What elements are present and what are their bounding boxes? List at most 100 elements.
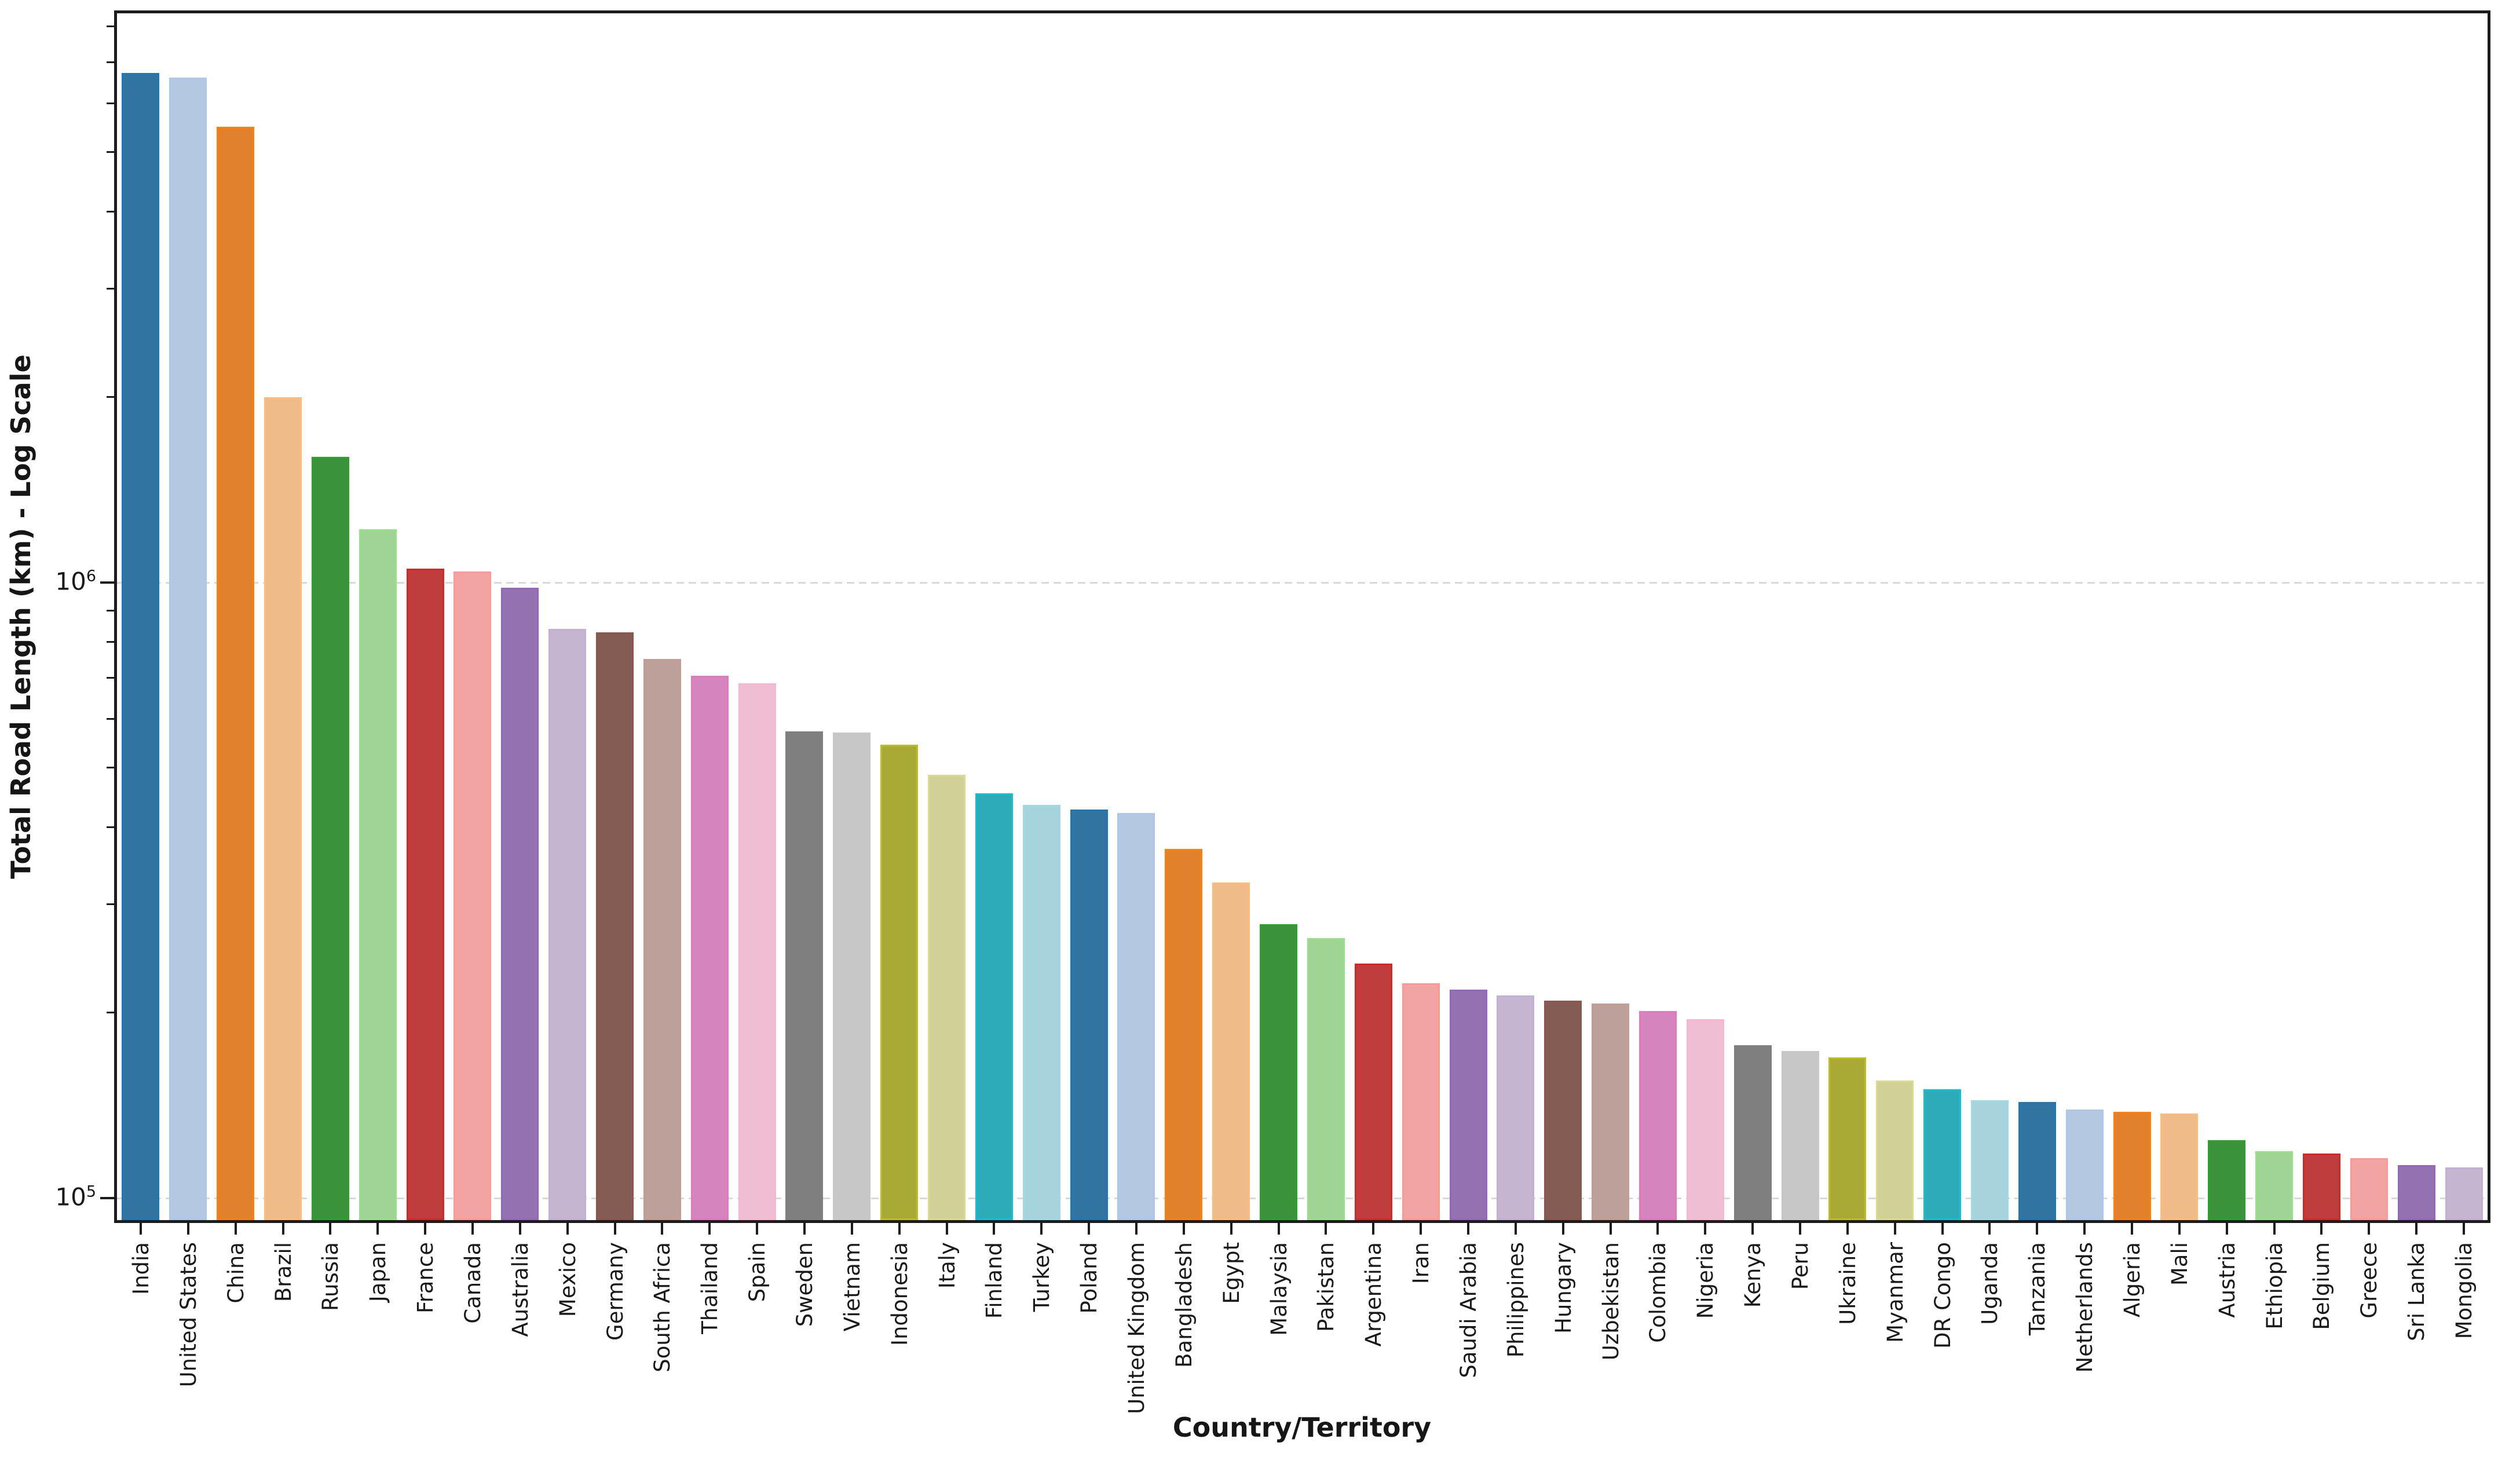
x-tick-label-argentina: Argentina <box>1361 1242 1386 1347</box>
x-tick <box>1799 1223 1801 1235</box>
y-minor-tick-8000000 <box>107 25 114 28</box>
bar-iran <box>1402 983 1440 1220</box>
bar-argentina <box>1355 964 1392 1220</box>
bar-russia <box>312 457 349 1220</box>
bar-indonesia <box>880 745 918 1220</box>
x-tick <box>1894 1223 1896 1235</box>
x-tick <box>1941 1223 1944 1235</box>
x-tick-label-kenya: Kenya <box>1740 1242 1765 1308</box>
x-tick-label-netherlands: Netherlands <box>2072 1242 2097 1373</box>
x-tick <box>1230 1223 1232 1235</box>
bar-bangladesh <box>1165 849 1202 1220</box>
bar-japan <box>359 529 397 1220</box>
bar-china <box>217 127 254 1220</box>
x-tick-label-germany: Germany <box>603 1242 628 1341</box>
bar-south-africa <box>643 659 681 1220</box>
bar-belgium <box>2303 1154 2340 1220</box>
x-tick-label-malaysia: Malaysia <box>1267 1242 1292 1336</box>
bar-austria <box>2208 1140 2245 1220</box>
bar-algeria <box>2113 1112 2151 1220</box>
bar-philippines <box>1497 995 1534 1220</box>
bar-poland <box>1070 810 1108 1220</box>
x-tick-label-thailand: Thailand <box>697 1242 722 1334</box>
x-tick <box>1610 1223 1612 1235</box>
bar-ukraine <box>1828 1057 1866 1220</box>
bar-united-kingdom <box>1117 813 1155 1220</box>
x-tick-label-ukraine: Ukraine <box>1835 1242 1860 1325</box>
x-tick <box>1325 1223 1327 1235</box>
x-tick <box>2131 1223 2133 1235</box>
y-tick-exponent: 6 <box>86 567 96 585</box>
x-tick-label-egypt: Egypt <box>1219 1242 1244 1304</box>
y-minor-tick-700000 <box>107 676 114 679</box>
x-tick <box>614 1223 616 1235</box>
x-tick <box>235 1223 237 1235</box>
y-minor-tick-6000000 <box>107 102 114 104</box>
bar-vietnam <box>833 733 871 1220</box>
x-tick <box>661 1223 663 1235</box>
x-tick <box>2083 1223 2086 1235</box>
x-tick-label-myanmar: Myanmar <box>1883 1242 1908 1343</box>
x-tick-label-turkey: Turkey <box>1029 1242 1054 1312</box>
bar-peru <box>1782 1051 1819 1220</box>
x-tick-label-finland: Finland <box>982 1242 1007 1319</box>
x-tick-label-colombia: Colombia <box>1645 1242 1670 1343</box>
bar-kenya <box>1734 1045 1772 1220</box>
x-tick <box>329 1223 331 1235</box>
x-tick <box>1135 1223 1138 1235</box>
bar-tanzania <box>2018 1102 2056 1220</box>
bar-mali <box>2160 1114 2198 1220</box>
x-tick <box>1988 1223 1991 1235</box>
x-tick <box>471 1223 474 1235</box>
x-tick-label-algeria: Algeria <box>2120 1242 2145 1318</box>
bar-india <box>122 73 159 1220</box>
y-tick-base: 10 <box>55 1182 86 1211</box>
x-tick-label-united-states: United States <box>176 1242 201 1387</box>
x-tick <box>1704 1223 1706 1235</box>
bar-saudi-arabia <box>1450 990 1487 1220</box>
x-tick <box>2273 1223 2276 1235</box>
x-tick-label-italy: Italy <box>935 1242 960 1289</box>
x-tick <box>946 1223 948 1235</box>
x-tick-label-greece: Greece <box>2357 1242 2382 1319</box>
x-tick-label-saudi-arabia: Saudi Arabia <box>1456 1242 1481 1378</box>
x-tick <box>1751 1223 1754 1235</box>
x-tick <box>708 1223 711 1235</box>
x-axis-title: Country/Territory <box>1172 1412 1432 1443</box>
y-axis-title: Total Road Length (km) - Log Scale <box>5 354 36 879</box>
x-tick <box>1040 1223 1043 1235</box>
x-tick-label-uganda: Uganda <box>1977 1242 2002 1325</box>
y-minor-tick-200000 <box>107 1012 114 1013</box>
y-minor-tick-800000 <box>107 641 114 643</box>
x-tick-label-poland: Poland <box>1077 1242 1102 1314</box>
x-tick <box>2320 1223 2323 1235</box>
y-tick-exponent: 5 <box>86 1182 96 1201</box>
y-minor-tick-400000 <box>107 826 114 829</box>
x-tick <box>519 1223 521 1235</box>
y-minor-tick-600000 <box>107 717 114 720</box>
x-tick <box>1183 1223 1185 1235</box>
bar-thailand <box>691 676 729 1220</box>
x-tick <box>2368 1223 2370 1235</box>
x-tick-label-canada: Canada <box>460 1242 485 1324</box>
x-tick-label-iran: Iran <box>1409 1242 1433 1284</box>
x-tick <box>2226 1223 2228 1235</box>
x-tick <box>898 1223 901 1235</box>
bar-mexico <box>548 629 586 1220</box>
bar-netherlands <box>2066 1110 2104 1220</box>
bar-germany <box>596 632 634 1220</box>
x-tick <box>756 1223 758 1235</box>
x-tick-label-india: India <box>129 1242 153 1295</box>
x-tick-label-indonesia: Indonesia <box>887 1242 912 1346</box>
x-tick <box>2415 1223 2417 1235</box>
y-minor-tick-5000000 <box>107 151 114 153</box>
x-tick-label-united-kingdom: United Kingdom <box>1124 1242 1149 1414</box>
x-tick <box>1278 1223 1280 1235</box>
bar-brazil <box>264 397 302 1220</box>
bar-uganda <box>1971 1100 2009 1220</box>
x-tick-label-peru: Peru <box>1788 1242 1813 1290</box>
y-minor-tick-300000 <box>107 903 114 905</box>
x-tick <box>2036 1223 2038 1235</box>
bar-malaysia <box>1260 924 1297 1220</box>
bar-sri-lanka <box>2398 1165 2435 1220</box>
